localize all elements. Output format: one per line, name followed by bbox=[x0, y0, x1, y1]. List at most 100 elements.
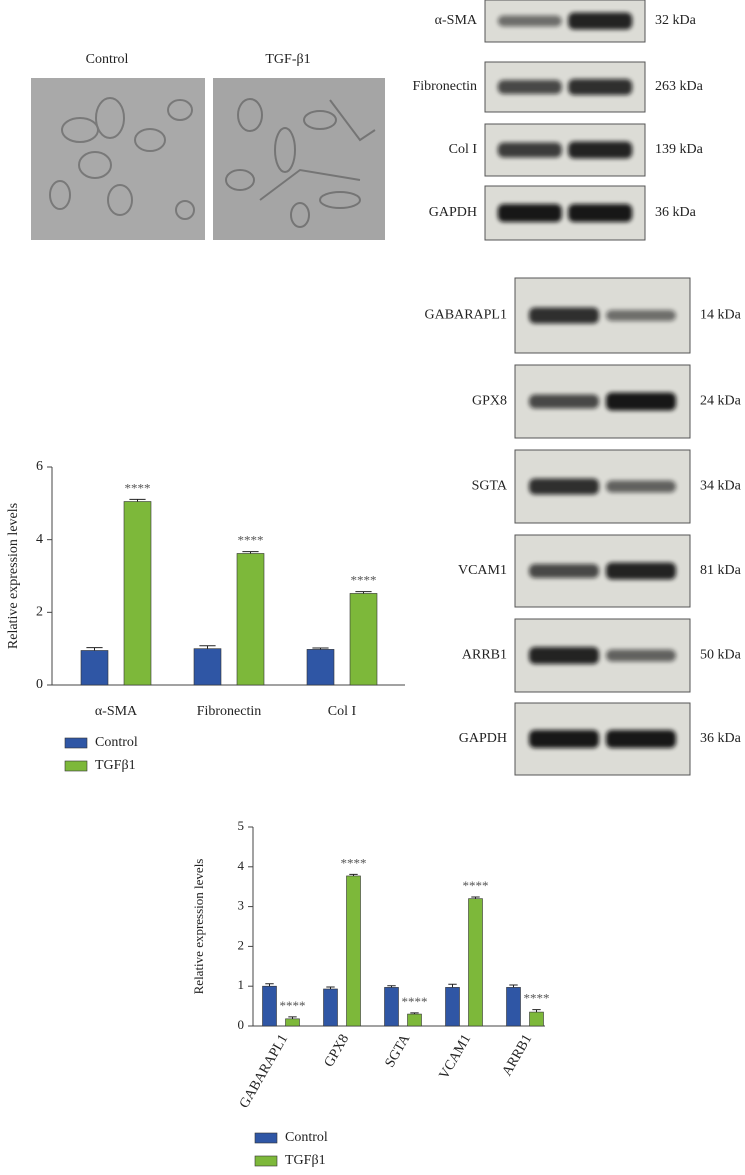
error-bar bbox=[242, 551, 259, 554]
error-bar bbox=[86, 647, 103, 651]
blot-band bbox=[497, 142, 562, 158]
error-bar bbox=[532, 1009, 541, 1013]
y-tick-label: 0 bbox=[36, 677, 43, 692]
blot-size: 81 kDa bbox=[700, 563, 742, 578]
bar bbox=[306, 649, 335, 686]
micrograph-label: Control bbox=[86, 52, 129, 67]
bar bbox=[407, 1013, 422, 1027]
blot-size: 36 kDa bbox=[700, 731, 742, 746]
bar bbox=[262, 985, 277, 1027]
x-tick-label: Col I bbox=[328, 704, 357, 719]
blot-size: 36 kDa bbox=[655, 205, 697, 220]
y-tick-label: 5 bbox=[238, 818, 245, 833]
blot-size: 263 kDa bbox=[655, 79, 704, 94]
blot-size: 50 kDa bbox=[700, 648, 742, 663]
legend-label: Control bbox=[95, 735, 138, 750]
blot-size: 14 kDa bbox=[700, 308, 742, 323]
blot-band bbox=[568, 204, 633, 222]
blot-band bbox=[529, 564, 599, 578]
x-tick-label: SGTA bbox=[383, 1031, 414, 1070]
blot-size: 34 kDa bbox=[700, 479, 742, 494]
blot-band bbox=[497, 204, 562, 222]
blot-size: 32 kDa bbox=[655, 13, 697, 28]
bar bbox=[529, 1011, 544, 1027]
blot-label: α-SMA bbox=[435, 13, 478, 28]
y-axis-label: Relative expression levels bbox=[191, 859, 206, 995]
legend-label: Control bbox=[285, 1130, 328, 1145]
error-bar bbox=[326, 986, 335, 989]
error-bar bbox=[199, 645, 216, 649]
blot-band bbox=[529, 730, 599, 748]
error-bar bbox=[312, 647, 329, 650]
y-tick-label: 2 bbox=[36, 605, 43, 620]
legend-swatch bbox=[64, 737, 88, 749]
bar bbox=[506, 987, 521, 1027]
blot-band bbox=[529, 307, 599, 324]
x-tick-label: GABARAPL1 bbox=[237, 1032, 291, 1111]
x-tick-label: Fibronectin bbox=[197, 704, 262, 719]
bar bbox=[193, 648, 222, 686]
significance: **** bbox=[125, 480, 151, 495]
blot-label: GAPDH bbox=[459, 731, 507, 746]
x-tick-label: ARRB1 bbox=[500, 1032, 536, 1079]
blot-band bbox=[606, 649, 676, 662]
error-bar bbox=[265, 983, 274, 987]
significance: **** bbox=[280, 998, 306, 1013]
blot-label: Fibronectin bbox=[412, 79, 477, 94]
blot-band bbox=[497, 15, 562, 27]
blot-size: 24 kDa bbox=[700, 394, 742, 409]
error-bar bbox=[349, 873, 358, 876]
bar bbox=[285, 1018, 300, 1027]
blot-band bbox=[606, 392, 676, 411]
bar bbox=[384, 987, 399, 1027]
blot-band bbox=[606, 480, 676, 493]
x-tick-label: GPX8 bbox=[322, 1032, 352, 1070]
micrograph-label: TGF-β1 bbox=[265, 52, 310, 67]
blot-band bbox=[568, 79, 633, 95]
blot-band bbox=[568, 12, 633, 30]
y-tick-label: 2 bbox=[238, 937, 245, 952]
error-bar bbox=[129, 498, 146, 502]
blot-band bbox=[497, 80, 562, 94]
error-bar bbox=[410, 1012, 419, 1015]
micrograph-tgf bbox=[213, 78, 385, 240]
legend-swatch bbox=[254, 1155, 278, 1167]
legend-label: TGFβ1 bbox=[95, 758, 136, 773]
y-tick-label: 0 bbox=[238, 1017, 245, 1032]
significance: **** bbox=[402, 994, 428, 1009]
bar bbox=[445, 987, 460, 1027]
x-tick-label: VCAM1 bbox=[437, 1032, 474, 1082]
blot-label: GPX8 bbox=[472, 394, 507, 409]
legend-swatch bbox=[254, 1132, 278, 1144]
bar bbox=[349, 593, 378, 686]
blot-band bbox=[529, 647, 599, 664]
significance: **** bbox=[238, 533, 264, 548]
bar bbox=[80, 650, 109, 686]
blot-band bbox=[606, 562, 676, 580]
blot-band bbox=[529, 478, 599, 495]
legend-label: TGFβ1 bbox=[285, 1153, 326, 1168]
bar bbox=[323, 988, 338, 1027]
legend-swatch bbox=[64, 760, 88, 772]
bar bbox=[346, 875, 361, 1027]
error-bar bbox=[448, 983, 457, 988]
blot-band bbox=[606, 730, 676, 748]
significance: **** bbox=[524, 991, 550, 1006]
y-tick-label: 1 bbox=[238, 977, 245, 992]
blot-label: VCAM1 bbox=[458, 563, 507, 578]
y-tick-label: 4 bbox=[238, 858, 245, 873]
blot-label: ARRB1 bbox=[462, 648, 507, 663]
error-bar bbox=[355, 591, 372, 594]
blot-label: SGTA bbox=[472, 479, 508, 494]
y-axis-label: Relative expression levels bbox=[6, 503, 21, 649]
bar bbox=[236, 553, 265, 686]
error-bar bbox=[471, 896, 480, 899]
error-bar bbox=[288, 1016, 297, 1019]
blot-size: 139 kDa bbox=[655, 142, 704, 157]
error-bar bbox=[509, 984, 518, 988]
blot-band bbox=[606, 310, 676, 321]
significance: **** bbox=[351, 573, 377, 588]
error-bar bbox=[387, 985, 396, 988]
bar bbox=[123, 501, 152, 686]
